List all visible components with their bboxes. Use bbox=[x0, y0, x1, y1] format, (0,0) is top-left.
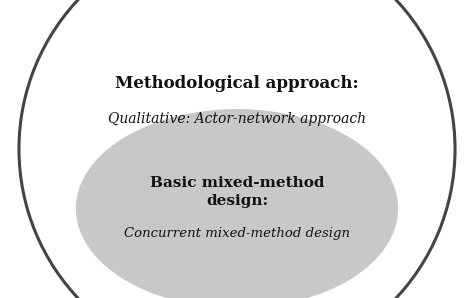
Text: Basic mixed-method
design:: Basic mixed-method design: bbox=[150, 176, 324, 208]
Text: Concurrent mixed-method design: Concurrent mixed-method design bbox=[124, 227, 350, 240]
Text: Methodological approach:: Methodological approach: bbox=[115, 75, 359, 92]
Text: Qualitative: Actor-network approach: Qualitative: Actor-network approach bbox=[108, 112, 366, 126]
Ellipse shape bbox=[19, 0, 455, 298]
Ellipse shape bbox=[76, 109, 398, 298]
